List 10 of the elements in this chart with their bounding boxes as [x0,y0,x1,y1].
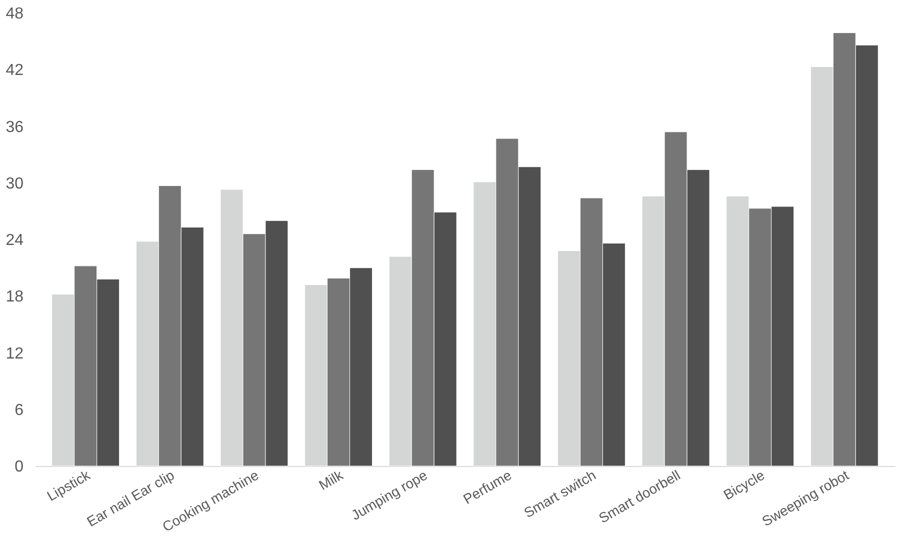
y-tick-label: 24 [6,232,24,249]
y-tick-label: 0 [14,458,24,476]
y-tick-label: 6 [14,402,24,419]
y-tick-label: 42 [6,62,24,80]
y-tick-label: 36 [6,118,24,136]
y-tick-label: 48 [6,6,24,22]
y-tick-label: 18 [6,288,24,306]
x-tick-label: Milk [316,466,346,494]
y-tick-label: 12 [6,345,24,362]
y-tick-label: 30 [6,175,24,192]
